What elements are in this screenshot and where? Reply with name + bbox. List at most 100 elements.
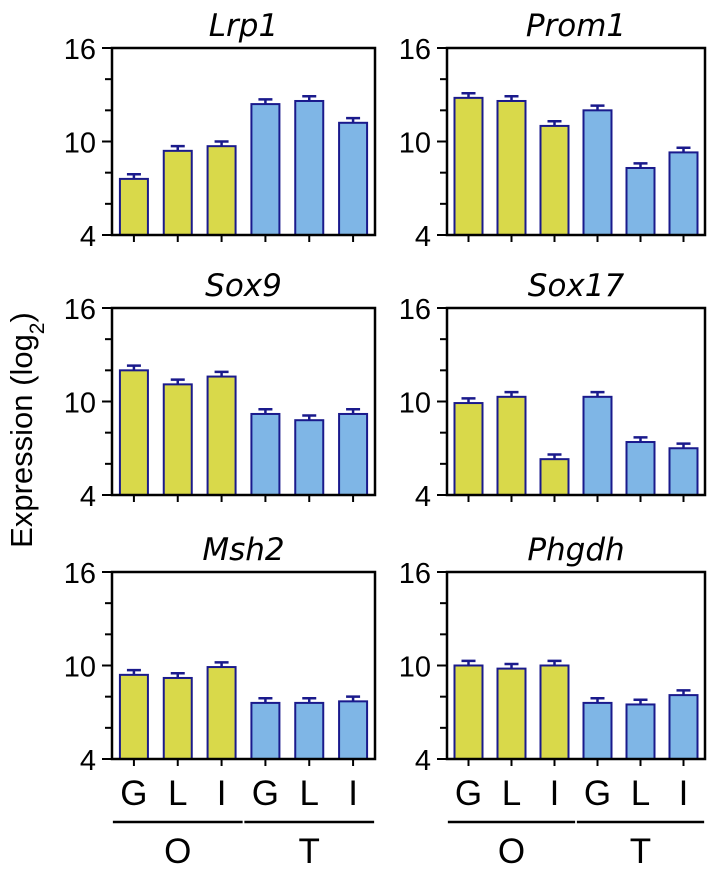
x-category-label: L <box>631 774 650 813</box>
chart-title: Phgdh <box>527 532 624 568</box>
error-bar <box>547 453 562 460</box>
error-bar <box>346 695 361 702</box>
error-bar <box>633 698 648 705</box>
y-axis-label-main: Expression (log <box>4 334 39 548</box>
bar-i-o <box>206 666 237 761</box>
plot-frame <box>445 46 707 237</box>
chart-title: Sox9 <box>205 268 282 304</box>
error-bar <box>302 414 317 421</box>
bar-g-t <box>582 701 613 761</box>
bar-l-t <box>625 703 656 760</box>
bar-l-t <box>294 99 325 236</box>
x-category-label: I <box>217 774 227 813</box>
bar-i-t <box>338 121 369 236</box>
group-label-o: O <box>498 832 525 871</box>
bar-l-t <box>625 166 656 236</box>
error-bar <box>633 436 648 443</box>
y-tick-label: 4 <box>415 481 431 513</box>
chart-title: Prom1 <box>526 8 626 44</box>
bar-i-o <box>206 145 237 236</box>
x-category-label: I <box>348 774 358 813</box>
y-tick-label: 16 <box>64 558 96 590</box>
panel-phgdh: Phgdh 4 10 16 <box>399 532 707 777</box>
y-axis-label: Expression (log2) <box>4 312 49 548</box>
error-bar <box>302 696 317 703</box>
y-tick-label: 4 <box>80 745 96 777</box>
y-axis-label-close: ) <box>4 312 39 322</box>
bar-l-o <box>496 667 527 760</box>
bar-i-t <box>668 151 699 237</box>
bar-g-t <box>250 103 281 236</box>
bar-g-o <box>453 664 484 760</box>
y-tick-label: 10 <box>64 128 96 160</box>
error-bar <box>346 116 361 123</box>
x-category-label: L <box>300 774 319 813</box>
error-bar <box>126 668 141 675</box>
y-tick-label: 16 <box>64 294 96 326</box>
error-bar <box>504 662 519 669</box>
x-category-label: I <box>550 774 560 813</box>
group-label-t: T <box>299 832 320 871</box>
x-category-label: G <box>455 774 482 813</box>
y-tick-label: 10 <box>399 652 431 684</box>
bar-g-o <box>118 369 149 497</box>
chart-title: Sox17 <box>528 268 625 304</box>
error-bar <box>258 98 273 105</box>
x-category-label: G <box>584 774 611 813</box>
plot-frame <box>445 306 707 497</box>
error-bar <box>170 672 185 678</box>
x-category-label: L <box>502 774 521 813</box>
y-tick-label: 16 <box>399 294 431 326</box>
x-category-label: L <box>168 774 187 813</box>
y-tick-label: 4 <box>80 221 96 253</box>
bar-l-t <box>625 441 656 496</box>
bar-i-t <box>338 412 369 497</box>
error-bar <box>461 397 476 404</box>
x-axis-labels: G L I G L IO TG L I G L IO T <box>112 774 705 871</box>
error-bar <box>214 661 229 668</box>
error-bar <box>170 378 185 385</box>
error-bar <box>504 95 519 101</box>
plot-frame <box>110 570 377 761</box>
y-axis-label-subscript: 2 <box>26 322 49 334</box>
bar-i-o <box>206 375 237 497</box>
error-bar <box>258 408 273 414</box>
bar-l-o <box>162 149 193 237</box>
error-bar <box>214 140 229 147</box>
bar-i-o <box>539 664 570 760</box>
y-tick-label: 10 <box>64 388 96 420</box>
error-bar <box>547 119 562 126</box>
error-bar <box>214 370 229 377</box>
error-bar <box>676 146 691 153</box>
plot-frame <box>110 46 377 237</box>
error-bar <box>633 162 648 168</box>
error-bar <box>590 104 605 111</box>
panel-sox17: Sox17 4 10 16 <box>399 268 707 513</box>
x-category-label: G <box>252 774 279 813</box>
y-tick-label: 4 <box>80 481 96 513</box>
panels: Lrp141016Prom141016Sox941016Sox1741016Ms… <box>64 8 707 777</box>
bar-g-t <box>582 109 613 236</box>
x-category-label: I <box>679 774 689 813</box>
y-tick-label: 10 <box>64 652 96 684</box>
error-bar <box>258 696 273 703</box>
y-tick-label: 4 <box>415 221 431 253</box>
error-bar <box>170 144 185 151</box>
bar-l-o <box>496 395 527 497</box>
plot-frame <box>445 570 707 761</box>
bar-l-t <box>294 701 325 761</box>
error-bar <box>504 390 519 397</box>
error-bar <box>346 408 361 414</box>
bar-g-o <box>118 177 149 236</box>
error-bar <box>547 659 562 666</box>
bar-i-o <box>539 458 570 496</box>
y-tick-label: 4 <box>415 745 431 777</box>
x-category-label: G <box>120 774 147 813</box>
y-tick-label: 10 <box>399 388 431 420</box>
y-tick-label: 16 <box>399 34 431 66</box>
group-label-o: O <box>164 832 191 871</box>
error-bar <box>676 689 691 696</box>
error-bar <box>461 91 476 98</box>
y-tick-label: 16 <box>64 34 96 66</box>
